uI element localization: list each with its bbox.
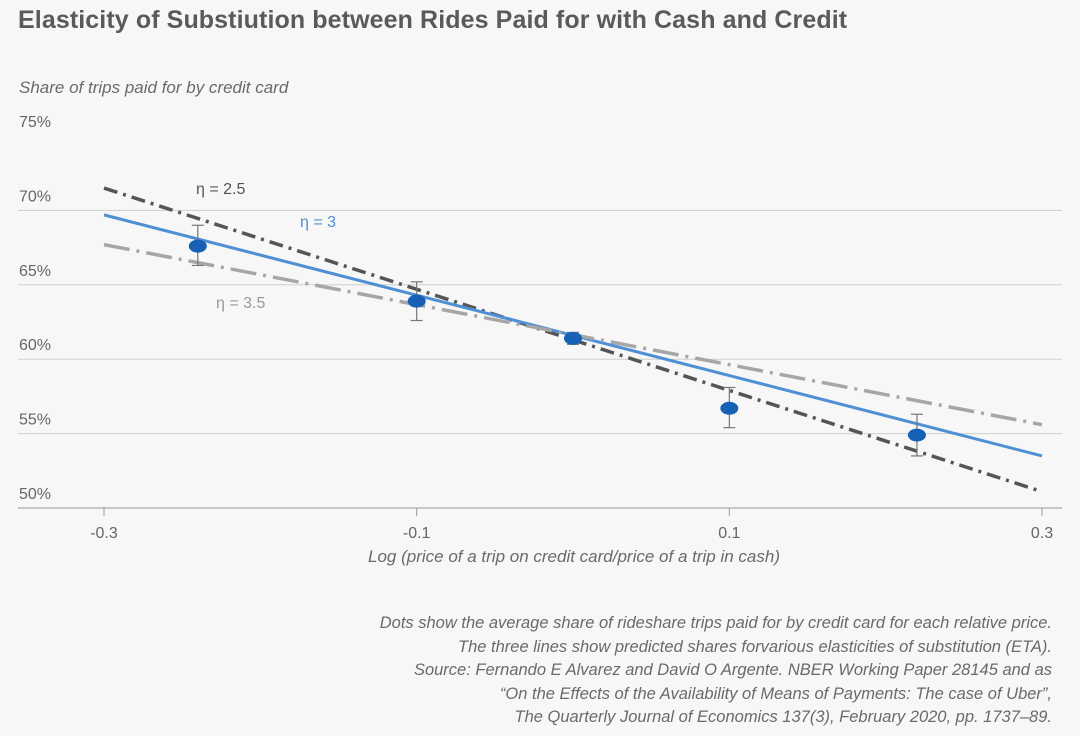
data-point: [564, 331, 582, 345]
line-label: η = 2.5: [196, 181, 245, 198]
note-line: “On the Effects of the Availability of M…: [499, 684, 1052, 703]
y-tick-label: 70%: [19, 188, 51, 205]
note-line: Dots show the average share of rideshare…: [379, 614, 1052, 632]
data-points: [188, 239, 926, 442]
y-tick-label: 50%: [19, 486, 51, 503]
x-ticks: [103, 508, 1043, 516]
data-point: [720, 401, 739, 415]
chart-title: Elasticity of Substiution between Rides …: [18, 6, 848, 34]
y-tick-label: 60%: [19, 337, 51, 354]
chart-svg: 75% 70% 65% 60% 55% 50% -0.3 -0.1 0.1 0.3 η = 2.…: [18, 114, 1062, 566]
x-tick-label: 0.3: [1031, 525, 1053, 542]
x-tick-label: 0.1: [718, 525, 740, 542]
x-tick-label: -0.1: [403, 525, 431, 542]
note-line: The Quarterly Journal of Economics 137(3…: [514, 708, 1052, 727]
prediction-line: [103, 186, 1043, 494]
data-point: [188, 239, 207, 253]
line-label: η = 3: [300, 214, 336, 231]
error-bars: [191, 224, 923, 457]
line-labels: η = 2.5 η = 3 η = 3.5: [196, 181, 336, 312]
y-tick-label: 65%: [19, 263, 51, 280]
x-axis-label: Log (price of a trip on credit card/pric…: [368, 547, 780, 566]
y-tick-label: 55%: [19, 412, 51, 429]
data-point: [907, 428, 926, 442]
note-line: Source: Fernando E Alvarez and David O A…: [413, 661, 1052, 680]
data-point: [407, 294, 426, 308]
y-axis-label: Share of trips paid for by credit card: [19, 78, 289, 97]
x-tick-labels: -0.3 -0.1 0.1 0.3: [90, 525, 1053, 542]
gridlines: [18, 209, 1062, 509]
line-label: η = 3.5: [216, 295, 265, 312]
y-tick-label: 75%: [19, 114, 51, 131]
x-tick-label: -0.3: [90, 525, 118, 542]
chart-notes: Dots show the average share of rideshare…: [380, 612, 1052, 730]
note-line: The three lines show predicted shares fo…: [458, 637, 1052, 656]
y-tick-labels: 75% 70% 65% 60% 55% 50%: [19, 114, 51, 503]
